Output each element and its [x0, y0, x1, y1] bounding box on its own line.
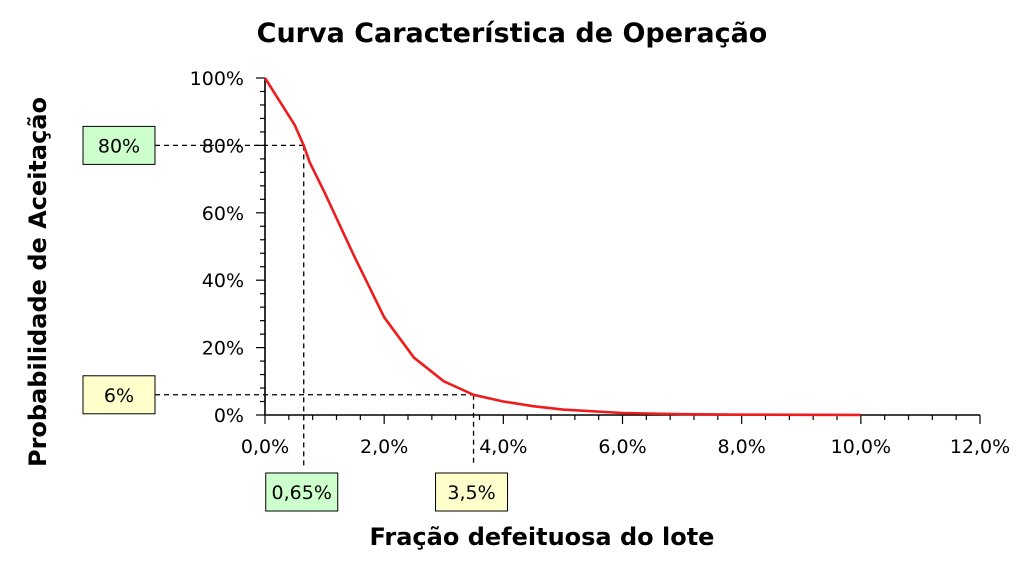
- y-tick-label: 40%: [202, 270, 244, 292]
- annotation-label: 0,65%: [272, 482, 332, 504]
- x-tick-label: 10,0%: [831, 436, 891, 458]
- annotation-box: [435, 472, 509, 512]
- x-tick-label: 0,0%: [241, 436, 289, 458]
- chart-title: Curva Característica de Operação: [257, 18, 768, 49]
- annotation-label: 80%: [98, 135, 140, 157]
- y-tick-label: 20%: [202, 338, 244, 360]
- plot-area: 0,0% 2,0% 4,0% 6,0% 8,0% 10,0% 12,0% 0% 20% 40% 60…: [82, 68, 1010, 512]
- x-tick-label: 2,0%: [360, 436, 408, 458]
- x-tick-label: 6,0%: [598, 436, 646, 458]
- annotation-box: [82, 375, 156, 415]
- y-tick-label: 80%: [202, 135, 244, 157]
- x-axis-label: Fração defeituosa do lote: [370, 523, 715, 551]
- annotation-callout: 0,65%: [265, 472, 339, 512]
- annotation-callout: 80%: [82, 125, 156, 165]
- annotation-label: 3,5%: [447, 482, 495, 504]
- annotation-label: 6%: [104, 385, 134, 407]
- x-tick-label: 8,0%: [718, 436, 766, 458]
- oc-curve-line: [263, 77, 861, 417]
- y-tick-label: 100%: [190, 68, 244, 90]
- y-tick-label: 60%: [202, 203, 244, 225]
- annotation-callout: 3,5%: [435, 472, 509, 512]
- x-tick-label: 4,0%: [479, 436, 527, 458]
- y-axis-label: Probabilidade de Aceitação: [24, 97, 52, 467]
- annotation-box: [265, 472, 339, 512]
- annotation-callout: 6%: [82, 375, 156, 415]
- annotation-box: [82, 125, 156, 165]
- x-tick-label: 12,0%: [950, 436, 1010, 458]
- y-tick-label: 0%: [214, 405, 244, 427]
